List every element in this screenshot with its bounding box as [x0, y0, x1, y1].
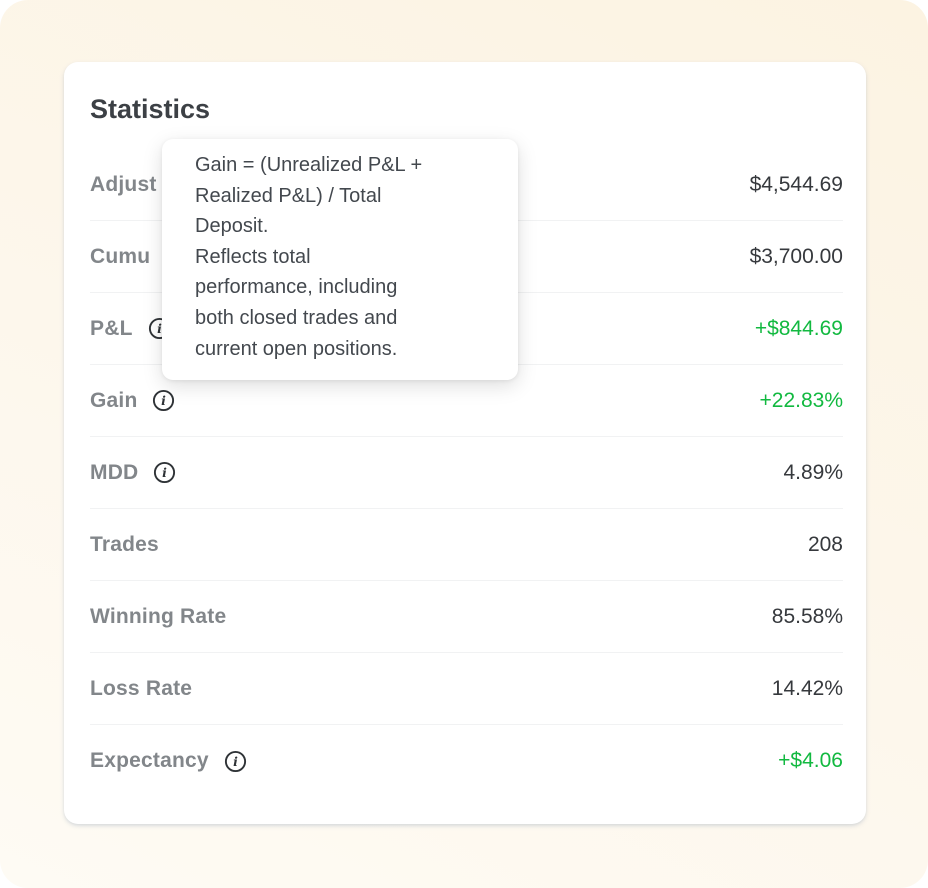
- tooltip-line: Reflects total: [195, 245, 311, 268]
- info-icon[interactable]: i: [224, 750, 247, 773]
- info-icon[interactable]: i: [152, 389, 175, 412]
- stat-value: +22.83%: [759, 388, 844, 412]
- stat-row-expectancy: Expectancy i +$4.06: [90, 725, 843, 797]
- svg-text:i: i: [162, 393, 167, 408]
- stat-label: Expectancy: [90, 749, 209, 772]
- stat-label: Gain: [90, 388, 138, 412]
- stat-value: $3,700.00: [749, 244, 843, 268]
- stat-label: Cumu: [90, 244, 151, 268]
- svg-text:i: i: [233, 754, 238, 769]
- tooltip-line: Gain = (Unrealized P&L +: [195, 154, 423, 176]
- stat-row-loss-rate: Loss Rate 14.42%: [90, 653, 843, 725]
- tooltip-line: Deposit.: [195, 215, 269, 238]
- stat-value: 85.58%: [771, 604, 843, 628]
- svg-text:i: i: [157, 321, 162, 336]
- card-title: Statistics: [90, 94, 211, 124]
- stat-value: 4.89%: [783, 460, 843, 484]
- svg-text:i: i: [163, 465, 168, 480]
- info-icon[interactable]: i: [153, 461, 176, 484]
- stat-row-gain: Gain i +22.83%: [90, 365, 843, 437]
- statistics-rows: Adjust $4,544.69 Cumu $3,700.00 P&L i: [90, 149, 843, 797]
- stat-label: Winning Rate: [90, 604, 227, 628]
- stat-value: +$844.69: [754, 316, 843, 340]
- stat-label: P&L: [90, 316, 133, 340]
- gain-tooltip: Gain = (Unrealized P&L + Realized P&L) /…: [162, 139, 518, 381]
- stat-value: +$4.06: [778, 749, 843, 772]
- stat-value: $4,544.69: [749, 172, 843, 196]
- stat-row-trades: Trades 208: [90, 509, 843, 581]
- stat-value: 14.42%: [771, 676, 843, 700]
- tooltip-line: performance, including: [195, 276, 398, 299]
- tooltip-line: Realized P&L) / Total: [195, 184, 382, 207]
- stat-label: Trades: [90, 532, 159, 556]
- stat-row-mdd: MDD i 4.89%: [90, 437, 843, 509]
- stat-value: 208: [807, 532, 843, 556]
- stat-label: Adjust: [90, 172, 157, 196]
- stat-row-winning-rate: Winning Rate 85.58%: [90, 581, 843, 653]
- stat-label: Loss Rate: [90, 676, 193, 700]
- tooltip-line: current open positions.: [195, 337, 398, 360]
- tooltip-line: both closed trades and: [195, 306, 398, 329]
- stat-label: MDD: [90, 460, 139, 484]
